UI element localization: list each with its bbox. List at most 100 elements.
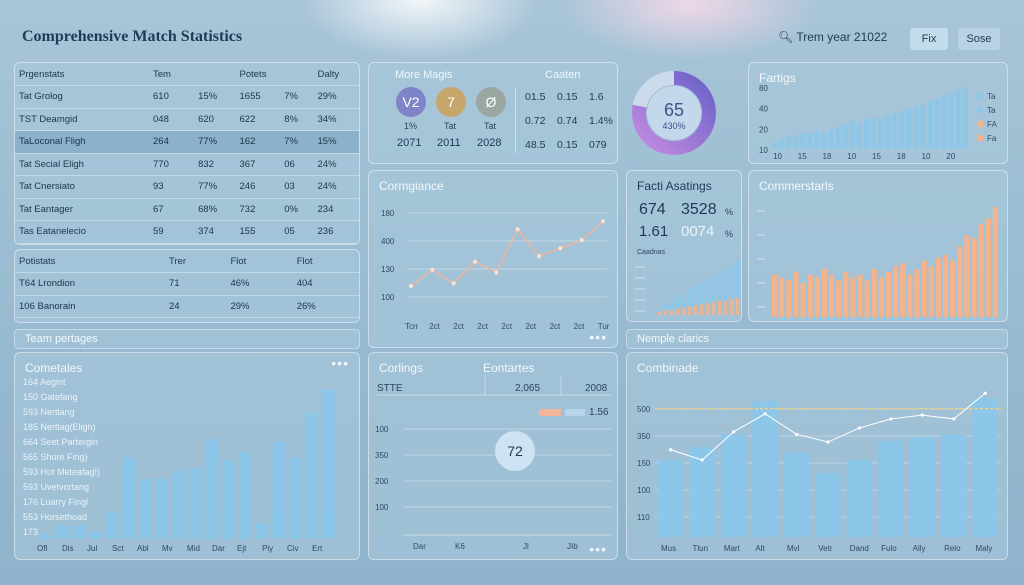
- data-point[interactable]: [558, 246, 563, 251]
- bar: [800, 283, 806, 317]
- bar: [921, 260, 927, 317]
- table-row[interactable]: Tat Desdood6777%21804231: [15, 243, 359, 244]
- fact-value-suffix: %: [725, 229, 734, 239]
- table-row[interactable]: Tat Cnersiato 93 77% 246 03 24%: [15, 176, 359, 198]
- data-point[interactable]: [889, 417, 893, 421]
- fix-button[interactable]: Fix: [910, 28, 948, 50]
- bar: [681, 293, 685, 315]
- list-item[interactable]: 150 Gatefang: [23, 392, 78, 402]
- data-point[interactable]: [669, 448, 673, 452]
- list-item[interactable]: 593 Uvetvortang: [23, 482, 90, 492]
- data-point[interactable]: [732, 430, 736, 434]
- data-point[interactable]: [473, 259, 477, 264]
- metric-value: 1.4%: [589, 115, 613, 127]
- combinade-title: Combinade: [637, 361, 699, 375]
- list-item[interactable]: 173: [23, 527, 39, 537]
- data-point[interactable]: [920, 413, 924, 417]
- bar: [222, 460, 235, 539]
- table-row[interactable]: Tat Grolog 610 15% 1655 7% 29%: [15, 86, 359, 108]
- bar: [305, 412, 319, 539]
- team-percentages-strip[interactable]: Team pertages: [14, 329, 360, 349]
- table-row[interactable]: Tat Eantager 67 68% 732 0% 234: [15, 198, 359, 221]
- table-cell: 77%: [198, 136, 218, 148]
- table-row[interactable]: TST Deamgid 048 620 622 8% 34%: [15, 108, 359, 131]
- table-row[interactable]: 106 Banorain 24 29% 26%: [15, 295, 359, 318]
- bar: [899, 111, 905, 149]
- bar: [864, 280, 870, 317]
- bar: [815, 472, 841, 537]
- bar: [717, 271, 721, 315]
- bar: [657, 307, 661, 315]
- table-row[interactable]: Tat Secial Eligh 770 832 367 06 24%: [15, 153, 359, 176]
- table-cell: Tat Eantager: [19, 203, 73, 215]
- more-options-icon[interactable]: •••: [589, 541, 607, 557]
- table-row[interactable]: TaLoconal Fligh 264 77% 162 7% 15%: [15, 130, 359, 153]
- table-cell: 05: [284, 226, 295, 238]
- x-tick-label: Mart: [724, 544, 741, 553]
- sample-clarics-strip[interactable]: Nemple clarics: [626, 329, 1008, 349]
- list-item[interactable]: 664 Seet Partergin: [23, 437, 99, 447]
- metric-value: 0.72: [525, 115, 546, 127]
- data-point[interactable]: [983, 391, 987, 395]
- facts-subtitle: Caadnas: [637, 249, 666, 256]
- bar: [793, 271, 799, 317]
- save-button[interactable]: Sose: [958, 28, 1000, 50]
- column-header: Dalty: [317, 68, 340, 80]
- list-item[interactable]: 565 Shore Fing): [23, 452, 88, 462]
- bar: [909, 436, 936, 537]
- bar: [664, 309, 667, 315]
- bar: [985, 218, 991, 317]
- data-point[interactable]: [826, 440, 830, 444]
- facts-title: Facti Asatings: [637, 179, 712, 193]
- list-item[interactable]: 185 Nertlag(Eligh): [23, 422, 96, 432]
- x-tick-label: Mus: [661, 544, 676, 553]
- bar: [914, 269, 920, 317]
- data-point[interactable]: [409, 284, 413, 288]
- x-tick-label: Dand: [850, 544, 869, 553]
- list-item[interactable]: 593 Hut Meteafag!): [23, 467, 101, 477]
- list-item[interactable]: 164 Aegint: [23, 377, 66, 387]
- bar: [688, 306, 691, 315]
- bar: [72, 525, 85, 539]
- table-cell: 93: [153, 181, 164, 193]
- data-point[interactable]: [515, 227, 520, 232]
- x-tick-label: 15: [872, 152, 881, 161]
- bar: [863, 119, 869, 149]
- data-point[interactable]: [494, 270, 499, 275]
- data-point[interactable]: [430, 267, 435, 272]
- potistats-table-panel: Potistats Trer Flot Flot T64 Lrondion 71 4…: [14, 249, 360, 323]
- cortings-panel: Corlings Eontartes STTE 2,065 2008 1.56 …: [368, 352, 618, 560]
- table-cell: 832: [198, 158, 214, 170]
- metric-circle-2: 7: [436, 87, 466, 117]
- data-point[interactable]: [451, 281, 456, 286]
- column-header: Tem: [153, 68, 171, 80]
- table-row[interactable]: Tas Eatanelecio 59 374 155 05 236: [15, 221, 359, 243]
- data-point[interactable]: [952, 417, 956, 421]
- x-tick-label: Tur: [598, 322, 610, 331]
- more-options-icon[interactable]: •••: [331, 355, 349, 371]
- data-point[interactable]: [857, 426, 862, 430]
- table-row[interactable]: Tat Fecnation4%25%38%: [15, 318, 359, 323]
- list-item[interactable]: 553 Horsethoad: [23, 512, 88, 522]
- more-options-icon[interactable]: •••: [589, 329, 607, 345]
- data-point[interactable]: [579, 238, 584, 243]
- bar: [950, 260, 956, 317]
- data-point[interactable]: [601, 219, 605, 224]
- x-tick-label: JIb: [567, 542, 578, 551]
- bar: [893, 266, 899, 317]
- data-point[interactable]: [794, 432, 799, 436]
- commerstats-title: Commerstarls: [759, 179, 834, 193]
- data-point[interactable]: [537, 254, 541, 259]
- data-point[interactable]: [700, 458, 704, 462]
- x-tick-label: Mid: [187, 544, 200, 553]
- table-row[interactable]: T64 Lrondion 71 46% 404: [15, 273, 359, 295]
- column-header: Flot: [296, 255, 313, 267]
- data-point[interactable]: [763, 412, 767, 416]
- list-item[interactable]: 176 Luarry Fingl: [23, 497, 89, 507]
- list-item[interactable]: 593 Nertlang: [23, 407, 75, 417]
- fact-value: 1.61: [639, 223, 669, 240]
- bar: [907, 274, 913, 317]
- search-bar[interactable]: 🔍︎ Trem year 21022: [778, 30, 887, 44]
- x-tick-label: Jl: [523, 542, 529, 551]
- bar: [255, 523, 269, 539]
